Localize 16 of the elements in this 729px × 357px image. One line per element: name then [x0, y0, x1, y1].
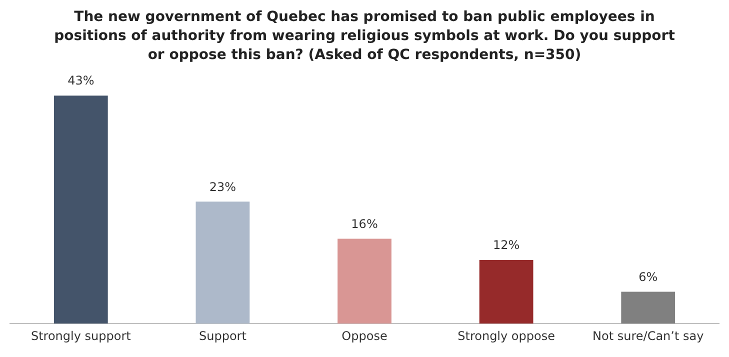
data-label: 43% [68, 74, 94, 88]
x-tick-label: Oppose [342, 328, 388, 343]
bar [196, 202, 250, 324]
bar [621, 292, 676, 324]
chart-title: The new government of Quebec has promised to ban public employees in positions of authority from wearing religious symbols at work. Do you support or oppose this ban? (Asked of QC respondents, n=350) [53, 8, 676, 65]
bar [54, 96, 108, 324]
data-label: 6% [638, 270, 658, 284]
x-tick-label: Support [198, 328, 247, 343]
bar [338, 238, 392, 324]
x-tick-label: Not sure/Can’t say [592, 328, 704, 343]
x-tick-label: Strongly oppose [458, 328, 555, 343]
bar [479, 260, 534, 324]
data-label: 23% [209, 180, 236, 194]
data-label: 12% [492, 238, 520, 252]
x-tick-label: Strongly support [30, 328, 132, 343]
data-label: 16% [351, 216, 378, 231]
